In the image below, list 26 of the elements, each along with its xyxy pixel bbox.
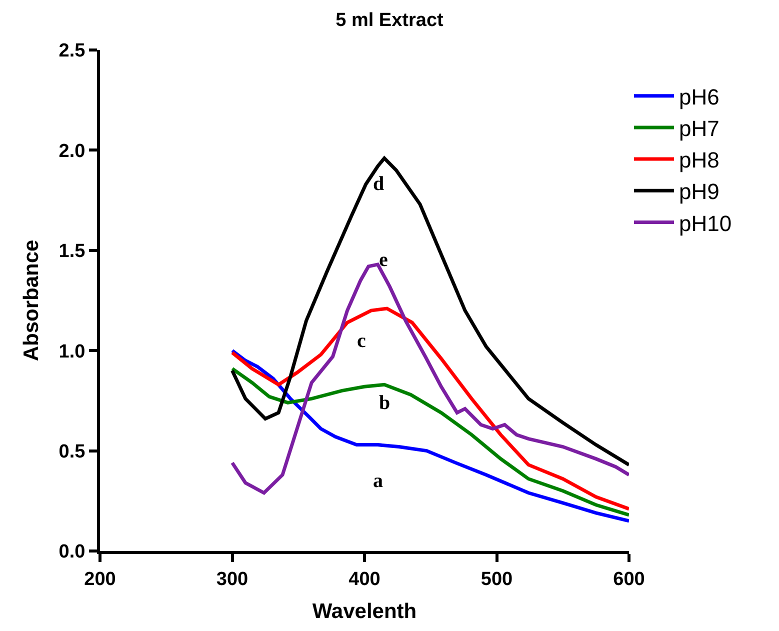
annotation: b [379, 392, 390, 414]
x-tick-label: 600 [613, 568, 645, 590]
chart-title: 5 ml Extract [336, 10, 444, 31]
y-tick-label: 1.0 [58, 341, 86, 362]
x-tick-label: 400 [348, 568, 380, 590]
line-series [230, 156, 629, 467]
legend-label: pH8 [679, 148, 720, 173]
y-tick-label: 2.5 [58, 40, 86, 62]
legend-label: pH10 [679, 210, 732, 236]
x-tick-label: 500 [480, 568, 513, 590]
legend-label: pH6 [679, 84, 720, 110]
y-tick-label: 2.0 [58, 140, 86, 162]
y-tick-label: 0.0 [58, 542, 86, 563]
y-tick-label: 0.5 [58, 441, 86, 462]
legend-label: pH7 [679, 116, 720, 142]
annotation: a [373, 470, 383, 492]
annotation: d [373, 173, 384, 195]
annotation: c [357, 330, 366, 352]
annotation: e [379, 249, 388, 271]
x-tick-label: 300 [216, 568, 248, 590]
legend-label: pH9 [679, 179, 720, 204]
x-tick-label: 200 [84, 568, 116, 590]
line-series [230, 306, 629, 511]
y-tick-label: 1.5 [58, 241, 86, 262]
x-axis-title: Wavelenth [312, 600, 417, 623]
y-axis-title: Absorbance [20, 240, 43, 362]
